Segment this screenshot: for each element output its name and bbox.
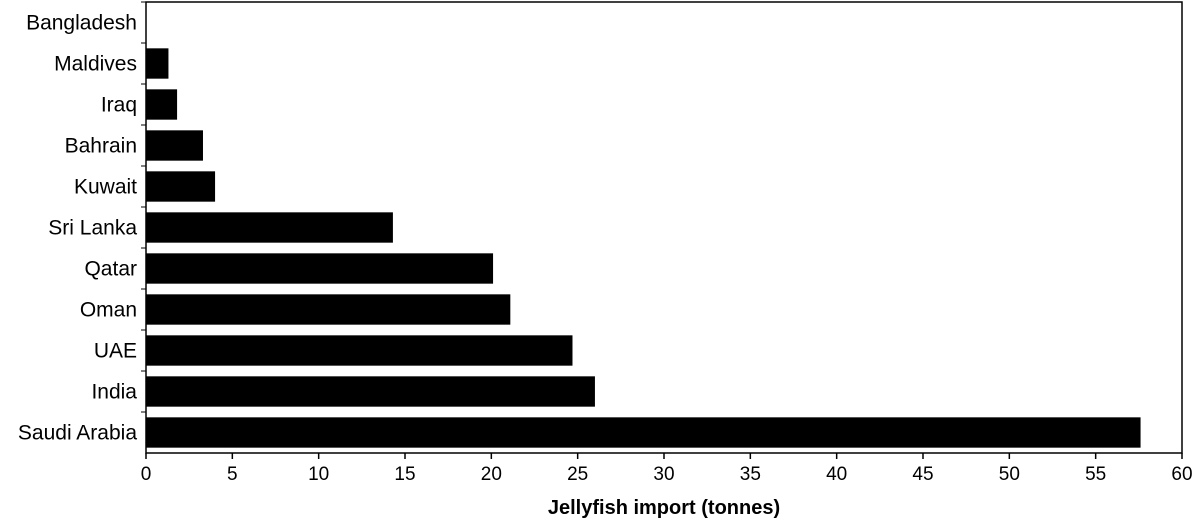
x-axis-title: Jellyfish import (tonnes) — [548, 497, 780, 519]
x-tick-label: 0 — [141, 464, 152, 485]
category-label: Sri Lanka — [48, 217, 137, 240]
category-label: India — [91, 381, 137, 404]
bar-saudi-arabia — [146, 417, 1141, 448]
bar-maldives — [146, 48, 169, 79]
category-label: Maldives — [54, 53, 137, 76]
category-label: Saudi Arabia — [18, 422, 137, 445]
x-tick-label: 5 — [227, 464, 238, 485]
bar-uae — [146, 335, 573, 366]
bars-group — [146, 48, 1141, 448]
bar-kuwait — [146, 171, 216, 202]
bar-oman — [146, 294, 511, 325]
category-label: Oman — [80, 299, 137, 322]
x-tick-label: 25 — [567, 464, 588, 485]
x-tick-label: 60 — [1171, 464, 1192, 485]
bar-sri-lanka — [146, 212, 393, 243]
category-label: Iraq — [101, 94, 137, 117]
category-labels: Bangladesh Maldives Iraq Bahrain Kuwait Sri L… — [18, 1, 146, 445]
x-tick-label: 30 — [653, 464, 674, 485]
category-label: Qatar — [84, 258, 137, 281]
category-label: UAE — [94, 340, 137, 363]
bar-iraq — [146, 89, 178, 120]
category-label: Bangladesh — [26, 12, 137, 35]
category-label: Kuwait — [74, 176, 137, 199]
x-tick-label: 50 — [999, 464, 1020, 485]
bar-bahrain — [146, 130, 203, 161]
x-tick-label: 55 — [1085, 464, 1106, 485]
x-tick-label: 15 — [394, 464, 415, 485]
x-tick-label: 40 — [826, 464, 847, 485]
x-tick-label: 45 — [912, 464, 933, 485]
x-axis-ticks: 0 5 10 15 20 25 30 35 40 45 50 55 60 — [141, 453, 1193, 485]
category-label: Bahrain — [65, 135, 137, 158]
x-tick-label: 35 — [740, 464, 761, 485]
x-tick-label: 20 — [481, 464, 502, 485]
bar-qatar — [146, 253, 494, 284]
x-tick-label: 10 — [308, 464, 329, 485]
bar-india — [146, 376, 595, 407]
